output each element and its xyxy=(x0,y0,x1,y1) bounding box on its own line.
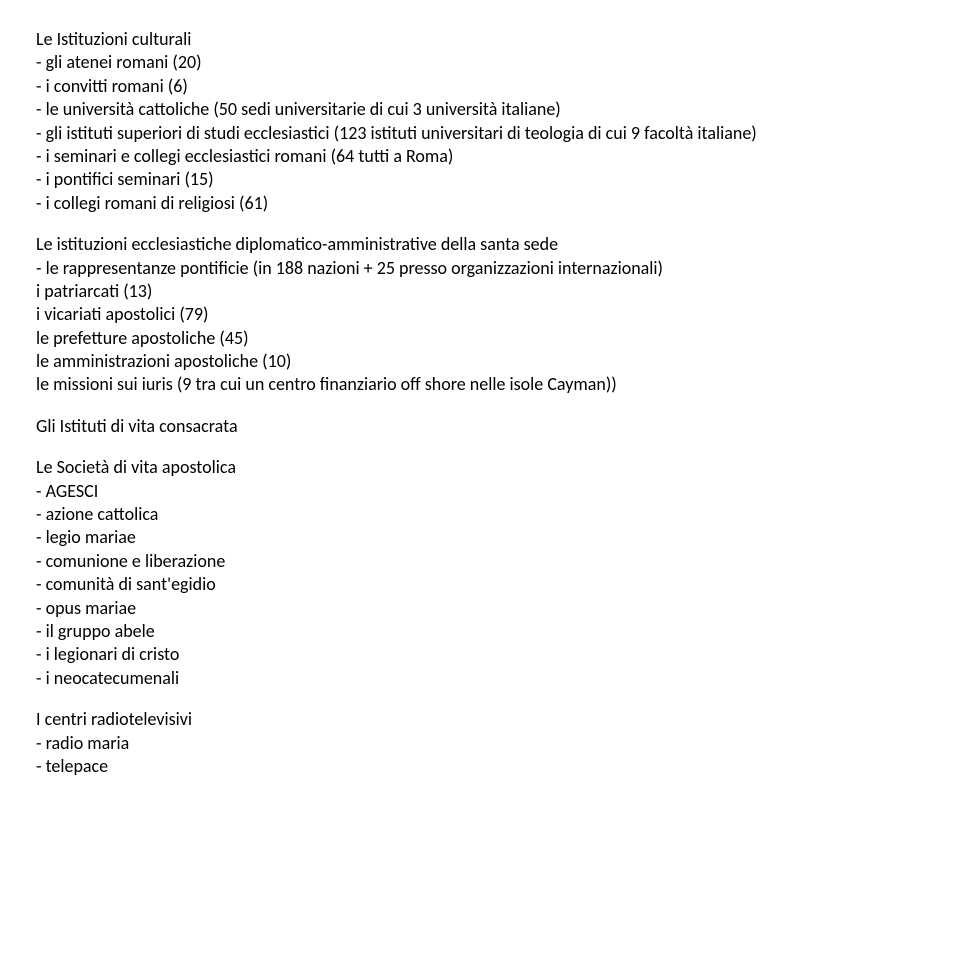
list-item: - telepace xyxy=(36,755,924,778)
section-ecclesiastiche: Le istituzioni ecclesiastiche diplomatic… xyxy=(36,233,924,397)
list-item: - i collegi romani di religiosi (61) xyxy=(36,192,924,215)
heading-radiotv: I centri radiotelevisivi xyxy=(36,708,924,731)
heading-ecclesiastiche: Le istituzioni ecclesiastiche diplomatic… xyxy=(36,233,924,256)
list-item: - gli atenei romani (20) xyxy=(36,51,924,74)
list-item: - il gruppo abele xyxy=(36,620,924,643)
list-item: le missioni sui iuris (9 tra cui un cent… xyxy=(36,373,924,396)
list-item: - le rappresentanze pontificie (in 188 n… xyxy=(36,257,924,280)
list-item: - opus mariae xyxy=(36,597,924,620)
list-item: - azione cattolica xyxy=(36,503,924,526)
list-item: - radio maria xyxy=(36,732,924,755)
list-item: - comunione e liberazione xyxy=(36,550,924,573)
list-item: - comunità di sant'egidio xyxy=(36,573,924,596)
list-item: - i legionari di cristo xyxy=(36,643,924,666)
list-item: - legio mariae xyxy=(36,526,924,549)
list-item: - i seminari e collegi ecclesiastici rom… xyxy=(36,145,924,168)
list-item: i patriarcati (13) xyxy=(36,280,924,303)
heading-consacrata: Gli Istituti di vita consacrata xyxy=(36,415,924,438)
list-item: le prefetture apostoliche (45) xyxy=(36,327,924,350)
section-culturali: Le Istituzioni culturali - gli atenei ro… xyxy=(36,28,924,215)
heading-culturali: Le Istituzioni culturali xyxy=(36,28,924,51)
list-item: - i convitti romani (6) xyxy=(36,75,924,98)
list-item: - i pontifici seminari (15) xyxy=(36,168,924,191)
list-item: le amministrazioni apostoliche (10) xyxy=(36,350,924,373)
list-item: - i neocatecumenali xyxy=(36,667,924,690)
heading-apostolica: Le Società di vita apostolica xyxy=(36,456,924,479)
list-item: - gli istituti superiori di studi eccles… xyxy=(36,122,924,145)
list-item: - AGESCI xyxy=(36,480,924,503)
section-radiotv: I centri radiotelevisivi - radio maria -… xyxy=(36,708,924,778)
section-apostolica: Le Società di vita apostolica - AGESCI -… xyxy=(36,456,924,690)
list-item: - le università cattoliche (50 sedi univ… xyxy=(36,98,924,121)
section-consacrata: Gli Istituti di vita consacrata xyxy=(36,415,924,438)
list-item: i vicariati apostolici (79) xyxy=(36,303,924,326)
